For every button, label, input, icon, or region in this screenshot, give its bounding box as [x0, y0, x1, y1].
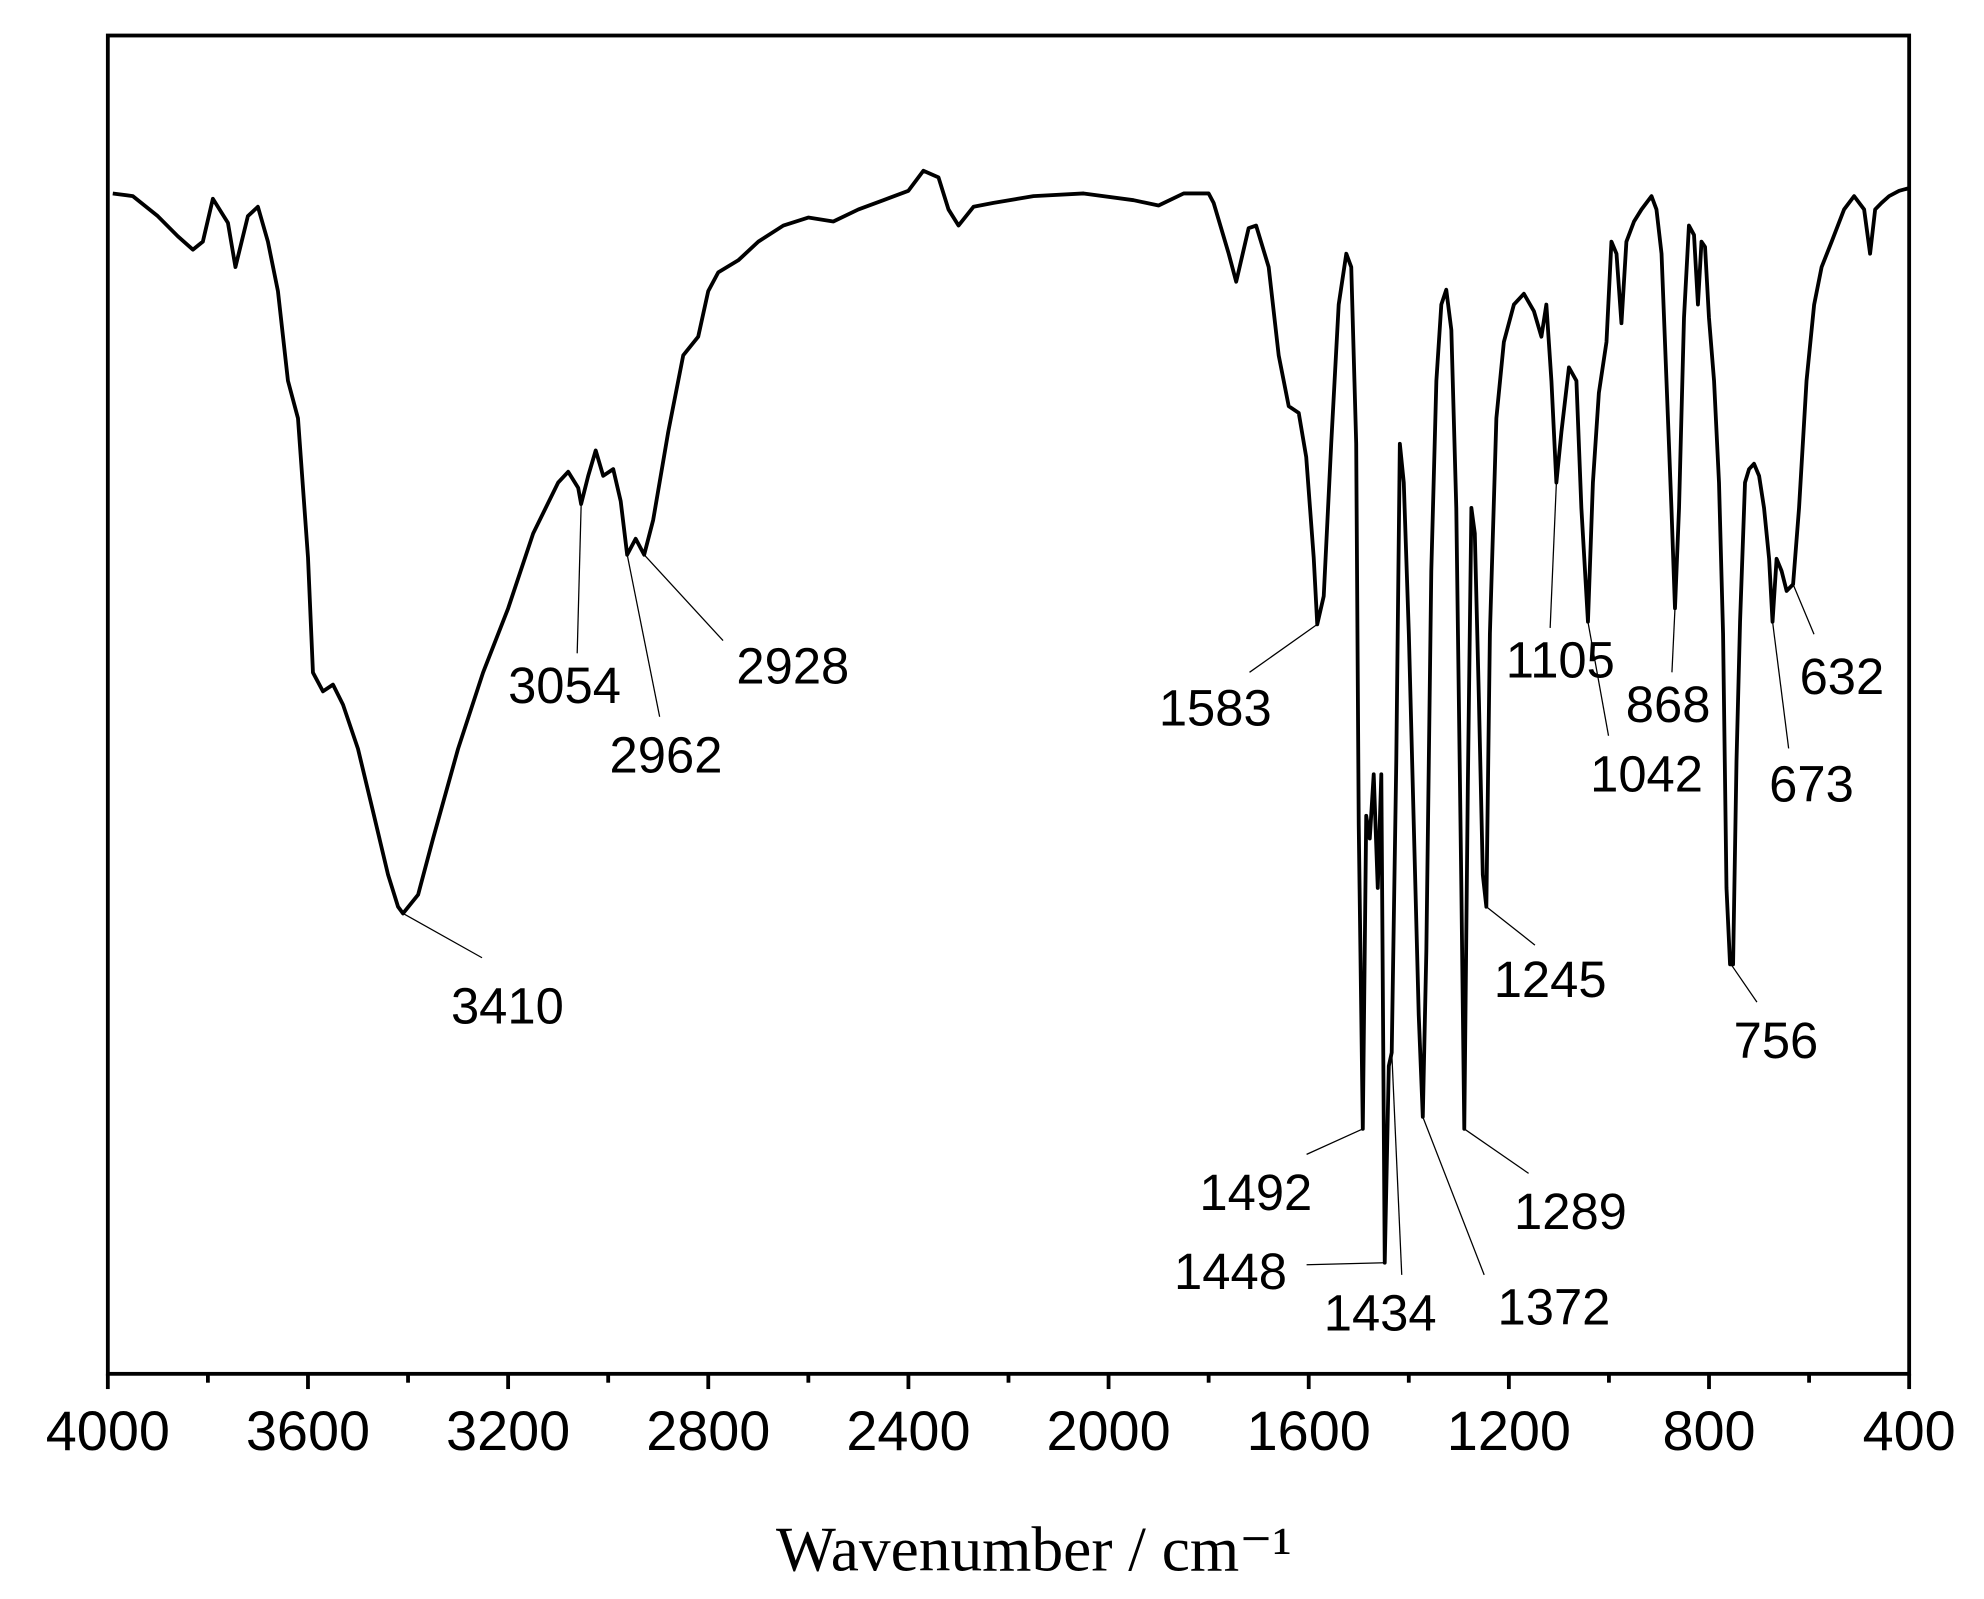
peak-label: 1105	[1506, 631, 1615, 688]
peak-label: 1042	[1590, 746, 1703, 803]
peak-label: 868	[1626, 676, 1711, 733]
leader-line	[1549, 482, 1558, 628]
x-tick-label: 2800	[646, 1399, 770, 1462]
leader-line	[1792, 583, 1815, 635]
leader-line	[1391, 1052, 1403, 1275]
x-tick-label: 800	[1662, 1399, 1755, 1462]
x-tick-label: 2000	[1046, 1399, 1170, 1462]
leader-line	[576, 503, 582, 654]
x-axis-title: Wavenumber / cm⁻¹	[776, 1513, 1292, 1584]
x-tick-label: 400	[1863, 1399, 1956, 1462]
spectrum-line	[112, 168, 1910, 1265]
leader-line	[626, 554, 661, 717]
leader-line	[1485, 906, 1536, 946]
x-tick-label: 2400	[846, 1399, 970, 1462]
leader-line	[1587, 621, 1610, 736]
peak-label: 1245	[1494, 951, 1607, 1008]
leader-line	[1463, 1128, 1529, 1174]
x-tick-label: 4000	[46, 1399, 170, 1462]
peak-label: 1583	[1159, 680, 1272, 737]
leader-line	[1249, 623, 1318, 673]
leader-line	[643, 554, 724, 642]
x-tick-label: 1200	[1447, 1399, 1571, 1462]
leader-line	[402, 912, 483, 959]
peak-label: 1434	[1324, 1285, 1437, 1342]
leader-line	[1306, 1262, 1385, 1266]
plot-frame	[105, 33, 1912, 1376]
leader-line	[1671, 608, 1676, 673]
peak-label: 3054	[508, 657, 621, 714]
x-tick-label: 3200	[446, 1399, 570, 1462]
peak-label: 3410	[451, 978, 564, 1035]
peak-label: 1372	[1498, 1278, 1611, 1335]
peak-label: 632	[1800, 648, 1885, 705]
peak-label: 1289	[1514, 1183, 1627, 1240]
x-tick-label: 3600	[246, 1399, 370, 1462]
leader-line	[1771, 621, 1790, 749]
peak-label: 2928	[736, 638, 849, 695]
peak-label: 1492	[1199, 1164, 1312, 1221]
peak-label: 673	[1769, 756, 1854, 813]
peak-label: 756	[1734, 1012, 1819, 1069]
leader-line	[1730, 963, 1758, 1003]
leader-line	[1306, 1128, 1364, 1155]
peak-label: 1448	[1174, 1243, 1287, 1300]
x-tick-label: 1600	[1247, 1399, 1371, 1462]
peak-label: 2962	[610, 727, 723, 784]
leader-line	[1422, 1116, 1485, 1276]
